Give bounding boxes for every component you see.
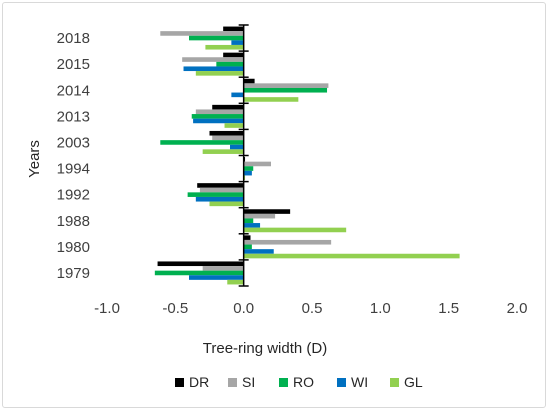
bar-gl-2014	[243, 97, 299, 102]
bar-wi-1988	[243, 223, 261, 228]
y-tick-label-2015: 2015	[57, 56, 90, 73]
bar-ro-1980	[243, 244, 252, 250]
bar-si-2014	[243, 83, 329, 88]
bar-si-2018	[160, 31, 244, 36]
bar-wi-1979	[189, 275, 244, 280]
bar-dr-2014	[243, 78, 255, 84]
bar-si-1988	[243, 213, 276, 219]
y-tick-label-1994: 1994	[57, 161, 90, 178]
y-tick-label-1988: 1988	[57, 213, 90, 230]
y-tick-label-2014: 2014	[57, 82, 90, 99]
bar-wi-1994	[243, 170, 252, 176]
x-tick-label: -0.5	[162, 300, 188, 317]
legend-swatch-si	[228, 378, 237, 387]
legend-label-ro: RO	[293, 374, 314, 390]
bar-ro-2018	[189, 35, 244, 41]
legend: DR SI RO WI GL	[175, 374, 423, 390]
bar-wi-2015	[183, 66, 244, 72]
legend-label-si: SI	[242, 374, 255, 390]
y-axis-title: Years	[26, 140, 43, 178]
bar-ro-1994	[243, 166, 254, 171]
x-tick-label: 2.0	[507, 300, 528, 317]
bar-dr-1988	[243, 209, 291, 214]
x-tick-label: 0.0	[233, 300, 254, 317]
legend-swatch-gl	[390, 378, 399, 387]
axes-group: 2018 2015 2014 2013 2003 1994 1992 1988 1980 1979…	[57, 24, 528, 317]
y-tick-label-1980: 1980	[57, 239, 90, 256]
x-axis-title: Tree-ring width (D)	[203, 340, 327, 357]
bar-wi-1992	[195, 196, 244, 202]
legend-label-gl: GL	[404, 374, 423, 390]
bar-gl-1979	[227, 279, 244, 285]
bar-dr-1980	[243, 235, 251, 240]
bar-gl-2013	[224, 123, 244, 128]
bar-ro-1988	[243, 218, 254, 224]
bar-dr-2015	[223, 52, 244, 58]
bar-si-2015	[182, 57, 244, 62]
bar-gl-1992	[209, 201, 244, 207]
bar-gl-2015	[195, 71, 244, 76]
x-tick-label: 1.5	[438, 300, 459, 317]
bar-gl-2003	[202, 149, 244, 154]
bar-dr-2013	[212, 104, 244, 110]
bar-ro-2015	[216, 61, 244, 67]
bar-ro-2003	[160, 140, 244, 145]
legend-label-wi: WI	[351, 374, 368, 390]
bar-si-1980	[243, 239, 332, 245]
bars-group	[154, 26, 460, 285]
legend-swatch-ro	[279, 378, 288, 387]
bar-wi-2018	[231, 40, 244, 45]
x-tick-label: 0.5	[302, 300, 323, 317]
bar-si-2003	[212, 135, 244, 141]
legend-label-dr: DR	[189, 374, 209, 390]
x-tick-label: 1.0	[370, 300, 391, 317]
bar-si-1994	[243, 161, 271, 167]
bar-si-1992	[199, 187, 244, 193]
bar-gl-2018	[205, 44, 244, 50]
bar-gl-1988	[243, 227, 347, 233]
y-tick-label-1992: 1992	[57, 187, 90, 204]
bar-wi-1980	[243, 249, 274, 254]
bar-wi-2014	[231, 92, 244, 98]
y-tick-label-1979: 1979	[57, 265, 90, 282]
bar-wi-2013	[193, 118, 244, 124]
legend-swatch-dr	[175, 378, 184, 387]
y-tick-label-2003: 2003	[57, 134, 90, 151]
y-tick-label-2018: 2018	[57, 30, 90, 47]
bar-dr-1992	[197, 183, 244, 188]
bar-dr-2003	[209, 130, 244, 136]
bar-si-1979	[202, 266, 244, 271]
bar-si-2013	[195, 109, 244, 115]
chart-frame: 2018 2015 2014 2013 2003 1994 1992 1988 1980 1979…	[2, 2, 546, 408]
bar-ro-2014	[243, 87, 328, 93]
legend-swatch-wi	[337, 378, 346, 387]
bar-dr-1979	[157, 261, 244, 267]
bar-gl-1980	[243, 253, 460, 259]
bar-ro-1992	[187, 192, 244, 197]
bar-ro-1979	[154, 270, 244, 276]
bar-wi-2003	[230, 144, 244, 150]
bar-dr-2018	[223, 26, 244, 32]
bar-chart: 2018 2015 2014 2013 2003 1994 1992 1988 1980 1979…	[26, 24, 528, 390]
x-tick-label: -1.0	[94, 300, 120, 317]
bar-ro-2013	[191, 114, 244, 119]
y-tick-label-2013: 2013	[57, 108, 90, 125]
